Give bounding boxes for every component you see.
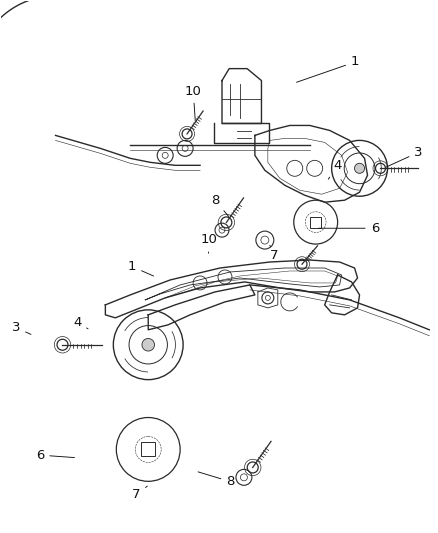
Circle shape [354,163,364,173]
Text: 8: 8 [198,472,234,488]
Text: 6: 6 [318,222,378,235]
Text: 4: 4 [328,159,341,179]
Text: 6: 6 [36,449,74,462]
Text: 10: 10 [200,233,216,253]
Text: 1: 1 [296,55,359,82]
Text: 1: 1 [127,260,153,276]
Text: 10: 10 [184,85,201,120]
Circle shape [141,338,154,351]
Text: 7: 7 [132,486,147,502]
Bar [141,442,155,456]
Text: 7: 7 [269,245,278,262]
Text: 8: 8 [210,193,228,216]
Text: 3: 3 [385,146,422,167]
Bar [309,216,321,228]
Text: 4: 4 [73,316,88,329]
Text: 3: 3 [12,321,31,334]
